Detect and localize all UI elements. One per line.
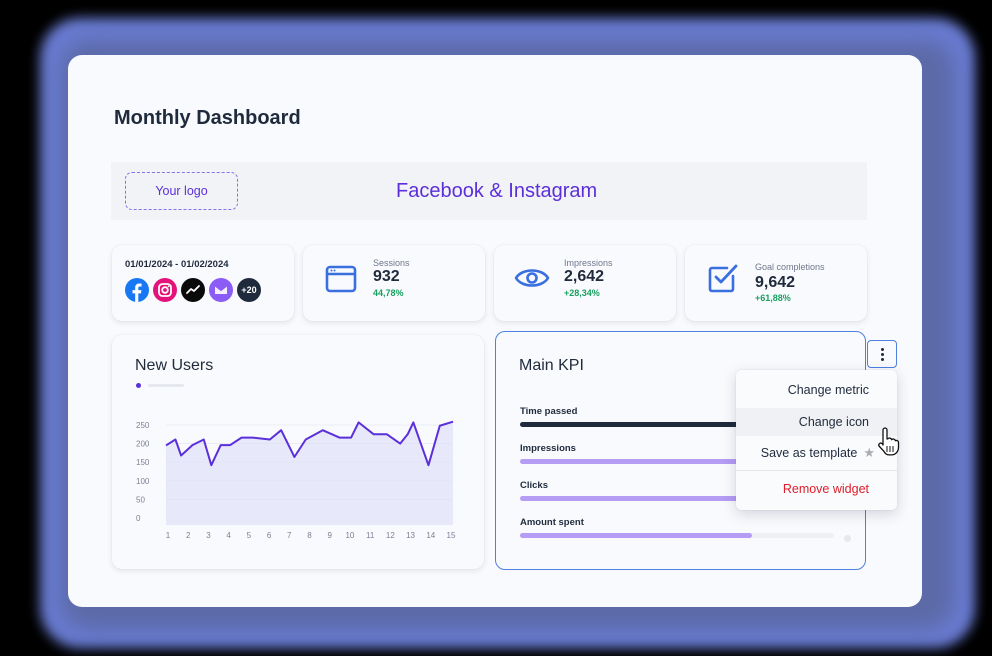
widget-more-options-button[interactable]	[867, 340, 897, 368]
menu-item-label: Remove widget	[782, 482, 869, 496]
menu-item-label: Change metric	[787, 383, 869, 397]
x-tick-label: 6	[267, 531, 272, 540]
x-tick-label: 12	[386, 531, 395, 540]
x-tick-label: 4	[226, 531, 231, 540]
menu-item-label: Save as template	[760, 446, 858, 460]
x-tick-label: 15	[447, 531, 456, 540]
checkbox-icon	[708, 264, 738, 293]
menu-item-change-metric[interactable]: Change metric	[736, 376, 897, 404]
kpi-label: Time passed	[520, 406, 578, 417]
menu-item-label: Change icon	[798, 415, 869, 429]
stat-label: Sessions	[373, 258, 410, 268]
x-tick-label: 14	[426, 531, 435, 540]
analytics-icon[interactable]	[181, 278, 205, 302]
kpi-row: Time passed	[520, 406, 834, 427]
logo-placeholder[interactable]: Your logo	[125, 172, 238, 210]
data-sources: +20	[125, 278, 261, 302]
kebab-dot	[880, 347, 884, 351]
kpi-label: Amount spent	[520, 517, 584, 528]
stat-value: 9,642	[755, 274, 796, 291]
y-tick-label: 250	[136, 421, 150, 430]
menu-divider	[736, 470, 897, 471]
kpi-row: Clicks	[520, 480, 834, 501]
hand-pointer-cursor-icon	[878, 427, 900, 456]
legend-marker	[136, 383, 141, 388]
stat-card-sessions[interactable]: Sessions 932 44,78%	[303, 245, 485, 321]
x-tick-label: 13	[406, 531, 415, 540]
menu-item-save-as-template[interactable]: Save as template ★	[736, 439, 897, 467]
stat-label: Impressions	[564, 258, 613, 268]
x-tick-label: 7	[287, 531, 292, 540]
kebab-dot	[880, 352, 884, 356]
kpi-progress-fill	[520, 533, 753, 538]
stat-delta: +61,88%	[755, 293, 791, 303]
date-sources-card: 01/01/2024 - 01/02/2024 +20	[112, 245, 294, 321]
x-tick-label: 1	[166, 531, 171, 540]
new-users-widget[interactable]: New Users 0 50 100 150 200 250 1 2 3 4 5 6 7 8 9 10 11 12…	[112, 335, 484, 569]
widget-context-menu: Change metric Change icon Save as templa…	[736, 370, 897, 510]
x-tick-label: 10	[345, 531, 354, 540]
kpi-progress-track	[520, 459, 834, 464]
report-banner: Your logo Facebook & Instagram	[111, 162, 867, 220]
kpi-row: Amount spent	[520, 517, 834, 538]
y-tick-label: 100	[136, 477, 150, 486]
browser-window-icon	[325, 265, 357, 293]
menu-item-change-icon[interactable]: Change icon	[736, 408, 897, 436]
star-icon: ★	[863, 445, 875, 460]
kpi-progress-track	[520, 422, 834, 427]
stat-value: 932	[373, 268, 400, 285]
widget-title: New Users	[135, 357, 214, 374]
dashboard-frame: Monthly Dashboard Your logo Facebook & I…	[68, 55, 922, 607]
kpi-progress-fill	[520, 422, 834, 427]
email-icon[interactable]	[209, 278, 233, 302]
y-tick-label: 200	[136, 440, 150, 449]
x-tick-label: 2	[186, 531, 191, 540]
stat-value: 2,642	[564, 268, 605, 285]
kpi-label: Clicks	[520, 480, 548, 491]
menu-item-remove-widget[interactable]: Remove widget	[736, 475, 897, 503]
stat-delta: 44,78%	[373, 288, 404, 298]
x-tick-label: 11	[366, 531, 375, 540]
y-tick-label: 0	[136, 514, 141, 523]
kpi-row: Impressions	[520, 443, 834, 464]
x-tick-label: 5	[247, 531, 252, 540]
legend-label-placeholder	[148, 384, 184, 387]
widget-title: Main KPI	[519, 357, 584, 374]
banner-title: Facebook & Instagram	[396, 180, 598, 202]
date-range[interactable]: 01/01/2024 - 01/02/2024	[125, 259, 229, 270]
kebab-dot	[880, 357, 884, 361]
x-tick-label: 3	[206, 531, 211, 540]
stat-card-impressions[interactable]: Impressions 2,642 +28,34%	[494, 245, 676, 321]
stat-card-goal-completions[interactable]: Goal completions 9,642 +61,88%	[685, 245, 867, 321]
x-tick-label: 9	[327, 531, 332, 540]
kpi-progress-track	[520, 533, 834, 538]
eye-icon	[514, 269, 550, 287]
facebook-icon[interactable]	[125, 278, 149, 302]
page-title: Monthly Dashboard	[114, 107, 301, 129]
more-sources-badge[interactable]: +20	[237, 278, 261, 302]
new-users-line	[165, 420, 454, 467]
y-tick-label: 50	[136, 495, 145, 504]
kpi-status-dot	[844, 535, 851, 542]
kpi-label: Impressions	[520, 443, 576, 454]
kpi-progress-fill	[520, 459, 834, 464]
instagram-icon[interactable]	[153, 278, 177, 302]
stat-label: Goal completions	[755, 262, 825, 272]
kpi-progress-track	[520, 496, 834, 501]
stat-delta: +28,34%	[564, 288, 600, 298]
kpi-progress-fill	[520, 496, 834, 501]
x-tick-label: 8	[307, 531, 312, 540]
y-tick-label: 150	[136, 458, 150, 467]
